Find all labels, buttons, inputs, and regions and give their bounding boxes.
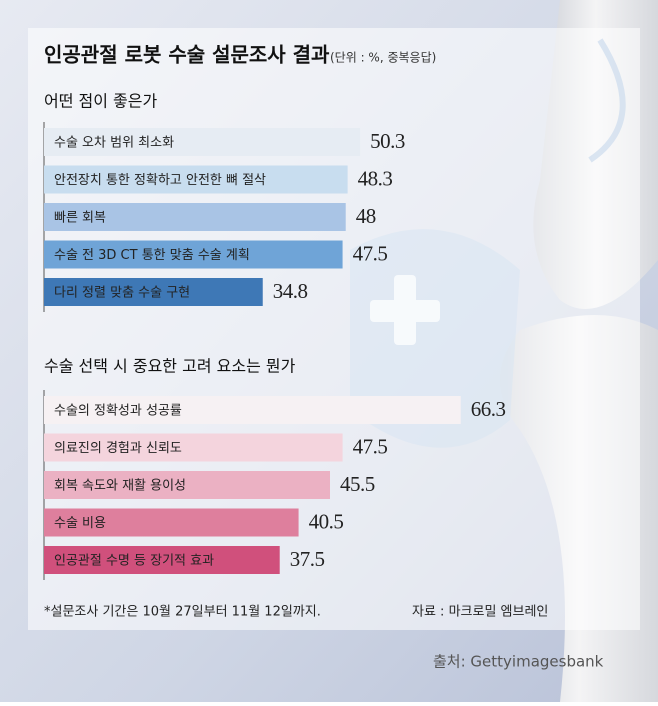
bar (44, 203, 346, 231)
bar (44, 433, 343, 462)
title: 인공관절 로봇 수술 설문조사 결과 (44, 43, 330, 67)
category-label: 수술 전 3D CT 통한 맞춤 수술 계획 (54, 248, 250, 263)
bar (44, 165, 348, 194)
source: 자료 : 마크로밀 엠브레인 (412, 605, 548, 620)
category-label: 인공관절 수명 등 장기적 효과 (54, 554, 214, 569)
bar (44, 240, 343, 269)
value-label: 37.5 (290, 547, 325, 571)
category-label: 수술 비용 (54, 516, 106, 531)
category-label: 다리 정렬 맞춤 수술 구현 (54, 286, 190, 301)
unit-note: (단위 : %, 중복응답) (330, 51, 436, 65)
value-label: 47.5 (353, 241, 388, 265)
bar (44, 396, 461, 424)
value-label: 48.3 (358, 166, 393, 190)
panel (28, 28, 640, 630)
bar (44, 278, 263, 306)
value-label: 40.5 (309, 509, 344, 533)
value-label: 45.5 (340, 472, 375, 496)
category-label: 수술의 정확성과 성공률 (54, 404, 182, 419)
category-label: 안전장치 통한 정확하고 안전한 뼈 절삭 (54, 173, 266, 188)
section-title: 어떤 점이 좋은가 (44, 92, 157, 111)
value-label: 50.3 (370, 129, 405, 153)
footnote: *설문조사 기간은 10월 27일부터 11월 12일까지. (44, 605, 321, 620)
value-label: 66.3 (471, 397, 506, 421)
section-title: 수술 선택 시 중요한 고려 요소는 뭔가 (44, 357, 296, 376)
bar (44, 546, 280, 574)
category-label: 빠른 회복 (54, 211, 106, 226)
bar (44, 128, 361, 156)
bar (44, 471, 330, 499)
value-label: 47.5 (353, 434, 388, 458)
value-label: 34.8 (273, 279, 308, 303)
credit: 출처: Gettyimagesbank (433, 653, 604, 671)
category-label: 회복 속도와 재활 용이성 (54, 479, 186, 494)
category-label: 수술 오차 범위 최소화 (54, 136, 174, 151)
value-label: 48 (356, 204, 376, 228)
bar (44, 508, 299, 537)
category-label: 의료진의 경험과 신뢰도 (54, 441, 182, 456)
